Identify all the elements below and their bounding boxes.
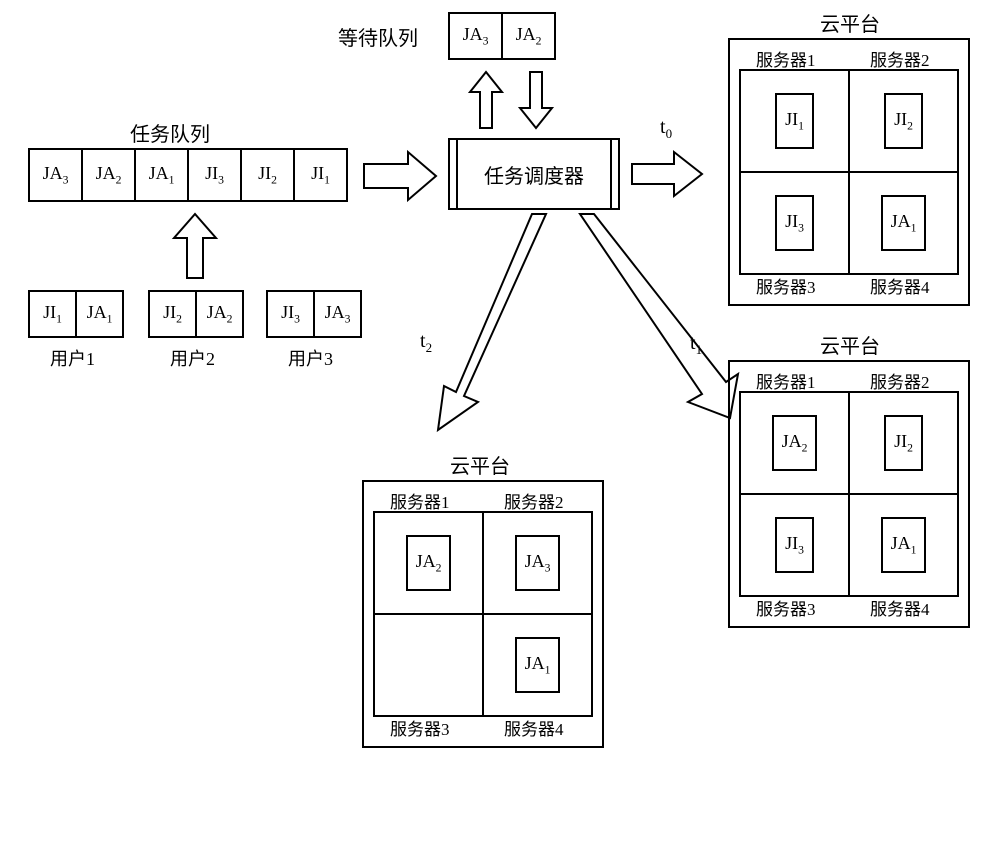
job-box: JA3 — [515, 535, 561, 591]
job-box: JI2 — [884, 415, 923, 471]
job-box: JI3 — [775, 195, 814, 251]
server-cell: JI1 — [739, 69, 850, 173]
user2-label: 用户2 — [170, 345, 215, 371]
job-box: JA1 — [881, 517, 927, 573]
task-queue-cell: JA2 — [83, 150, 136, 200]
wait-queue-cell: JA3 — [450, 14, 503, 58]
job-box: JA2 — [406, 535, 452, 591]
t2-label: t2 — [420, 330, 432, 356]
job-box: JA2 — [772, 415, 818, 471]
task-queue: JA3 JA2 JA1 JI3 JI2 JI1 — [28, 148, 348, 202]
server2-label: 服务器2 — [870, 368, 930, 393]
server-cell: JA1 — [482, 613, 593, 717]
server1-label: 服务器1 — [390, 488, 450, 513]
server-cell: JI2 — [848, 391, 959, 495]
server-cell: JA2 — [373, 511, 484, 615]
cloud-t0-title: 云平台 — [820, 8, 880, 37]
cloud-t0: 服务器1 服务器2 JI1 JI2 JI3 JA1 服务器3 服务器4 — [728, 38, 970, 306]
t0-label: t0 — [660, 116, 672, 142]
task-queue-cell: JI3 — [189, 150, 242, 200]
user1-label: 用户1 — [50, 345, 95, 371]
arrow-scheduler-to-t0 — [628, 150, 708, 200]
server-cell: JI2 — [848, 69, 959, 173]
server2-label: 服务器2 — [504, 488, 564, 513]
server-cell: JA2 — [739, 391, 850, 495]
task-queue-cell: JA1 — [136, 150, 189, 200]
server-cell: JI3 — [739, 171, 850, 275]
t1-label: t1 — [690, 332, 702, 358]
server3-label: 服务器3 — [390, 715, 450, 740]
job-box: JI2 — [884, 93, 923, 149]
server4-label: 服务器4 — [504, 715, 564, 740]
arrow-scheduler-to-wait-up — [468, 68, 508, 132]
wait-queue: JA3 JA2 — [448, 12, 556, 60]
user3-box: JI3 JA3 — [266, 290, 362, 338]
user-cell: JA1 — [77, 292, 122, 336]
server-cell: JA1 — [848, 493, 959, 597]
server-cell-empty — [373, 613, 484, 717]
server3-label: 服务器3 — [756, 273, 816, 298]
user-cell: JI1 — [30, 292, 77, 336]
server-cell: JA3 — [482, 511, 593, 615]
wait-queue-cell: JA2 — [503, 14, 554, 58]
wait-queue-label: 等待队列 — [338, 22, 418, 51]
server-cell: JA1 — [848, 171, 959, 275]
arrow-users-to-queue — [170, 210, 230, 280]
task-queue-cell: JA3 — [30, 150, 83, 200]
task-queue-cell: JI2 — [242, 150, 295, 200]
server1-label: 服务器1 — [756, 368, 816, 393]
task-queue-label: 任务队列 — [130, 118, 210, 147]
user1-box: JI1 JA1 — [28, 290, 124, 338]
user-cell: JA3 — [315, 292, 360, 336]
job-box: JI3 — [775, 517, 814, 573]
server1-label: 服务器1 — [756, 46, 816, 71]
cloud-t2: 服务器1 服务器2 JA2 JA3 JA1 服务器3 服务器4 — [362, 480, 604, 748]
server4-label: 服务器4 — [870, 273, 930, 298]
task-queue-cell: JI1 — [295, 150, 346, 200]
user2-box: JI2 JA2 — [148, 290, 244, 338]
user3-label: 用户3 — [288, 345, 333, 371]
server2-label: 服务器2 — [870, 46, 930, 71]
arrow-wait-to-scheduler-down — [518, 68, 558, 132]
arrow-scheduler-to-t1 — [570, 210, 750, 430]
server3-label: 服务器3 — [756, 595, 816, 620]
scheduler: 任务调度器 — [448, 138, 620, 210]
cloud-t1-title: 云平台 — [820, 330, 880, 359]
job-box: JI1 — [775, 93, 814, 149]
user-cell: JI3 — [268, 292, 315, 336]
cloud-t1: 服务器1 服务器2 JA2 JI2 JI3 JA1 服务器3 服务器4 — [728, 360, 970, 628]
user-cell: JA2 — [197, 292, 242, 336]
scheduler-label: 任务调度器 — [450, 140, 618, 208]
arrow-queue-to-scheduler — [360, 148, 440, 204]
cloud-t2-title: 云平台 — [450, 450, 510, 479]
server4-label: 服务器4 — [870, 595, 930, 620]
job-box: JA1 — [881, 195, 927, 251]
user-cell: JI2 — [150, 292, 197, 336]
server-cell: JI3 — [739, 493, 850, 597]
arrow-scheduler-to-t2 — [428, 210, 558, 440]
job-box: JA1 — [515, 637, 561, 693]
